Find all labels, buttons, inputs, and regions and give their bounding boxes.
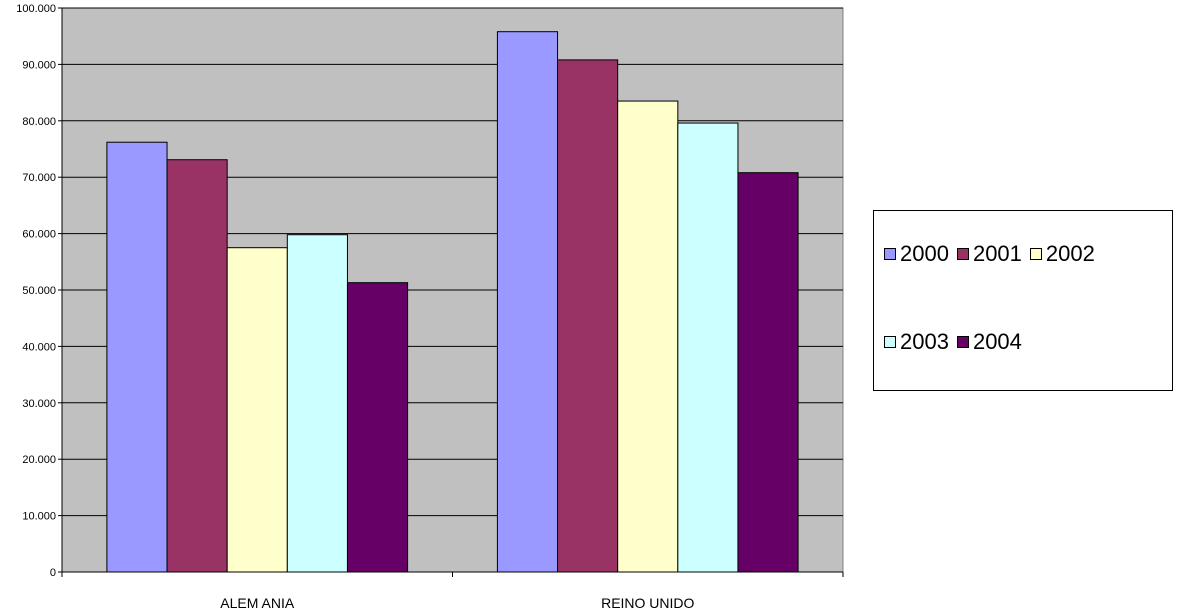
y-tick-label: 0 xyxy=(50,567,56,579)
bar-2001-0 xyxy=(166,159,228,573)
legend-item-2004: 2004 xyxy=(956,329,1022,355)
y-tick-label: 100.000 xyxy=(16,3,56,15)
legend-label: 2002 xyxy=(1045,241,1095,266)
y-tick-label: 90.000 xyxy=(22,59,56,71)
bar-2000-1 xyxy=(496,31,559,573)
chart-legend: 2000 2001 2002 2003 2004 xyxy=(873,210,1173,391)
y-tick-label: 80.000 xyxy=(22,116,56,128)
bar-2003-1 xyxy=(677,122,739,573)
bar-2003-0 xyxy=(286,234,348,573)
legend-item-2001: 2001 xyxy=(956,241,1022,267)
bar-2004-1 xyxy=(737,172,799,573)
y-tick-label: 60.000 xyxy=(22,229,56,241)
y-tick-label: 20.000 xyxy=(22,454,56,466)
y-tick-label: 30.000 xyxy=(22,398,56,410)
bar-2001-1 xyxy=(557,59,619,573)
y-tick-label: 10.000 xyxy=(22,511,56,523)
legend-item-2002: 2002 xyxy=(1029,241,1095,267)
legend-swatch xyxy=(956,248,969,260)
y-tick-label: 50.000 xyxy=(22,285,56,297)
x-category-label: ALEM ANIA xyxy=(220,595,295,611)
bar-2000-0 xyxy=(106,141,168,573)
legend-label: 2004 xyxy=(972,329,1022,354)
bar-2002-0 xyxy=(226,247,288,573)
legend-swatch xyxy=(884,336,896,348)
legend-label: 2001 xyxy=(972,241,1022,266)
legend-swatch xyxy=(884,248,896,260)
y-tick-label: 70.000 xyxy=(22,172,56,184)
legend-item-2000: 2000 xyxy=(884,241,949,267)
legend-label: 2000 xyxy=(900,241,949,266)
legend-swatch xyxy=(956,336,969,348)
bar-2004-0 xyxy=(346,282,409,573)
x-category-label: REINO UNIDO xyxy=(601,595,694,611)
bar-2002-1 xyxy=(617,100,679,573)
legend-swatch xyxy=(1029,248,1042,260)
legend-label: 2003 xyxy=(900,329,949,354)
y-tick-label: 40.000 xyxy=(22,341,56,353)
legend-item-2003: 2003 xyxy=(884,329,949,355)
